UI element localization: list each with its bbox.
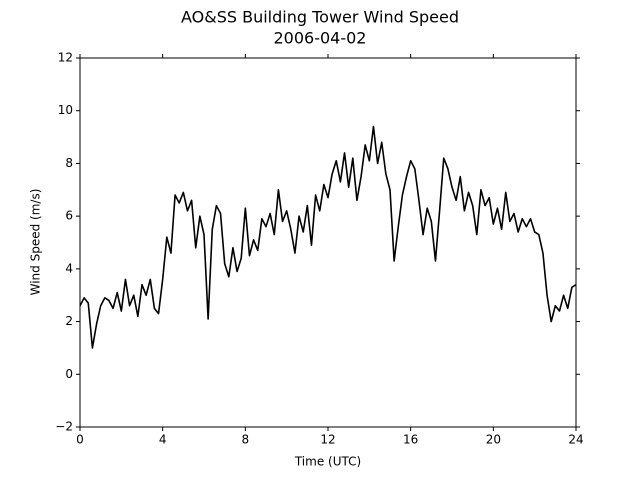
x-tick-label: 8 [242, 433, 250, 447]
y-tick-label: −2 [55, 420, 73, 434]
x-tick-label: 0 [76, 433, 84, 447]
data-line [79, 125, 577, 349]
y-tick-label: 8 [65, 156, 73, 170]
x-tick-label: 4 [159, 433, 167, 447]
chart-title: AO&SS Building Tower Wind Speed [181, 8, 459, 27]
x-tick-label: 12 [320, 433, 335, 447]
x-axis-label: Time (UTC) [294, 455, 361, 469]
y-tick-label: 0 [65, 367, 73, 381]
y-tick-label: 10 [58, 103, 73, 117]
x-tick-label: 16 [403, 433, 418, 447]
y-tick-label: 2 [65, 314, 73, 328]
x-tick-label: 24 [568, 433, 583, 447]
plot-frame [79, 57, 577, 428]
y-tick-label: 6 [65, 209, 73, 223]
x-tick-label: 20 [486, 433, 501, 447]
y-axis-label: Wind Speed (m/s) [29, 189, 43, 296]
chart-subtitle: 2006-04-02 [274, 29, 367, 48]
y-tick-label: 4 [65, 261, 73, 275]
y-tick-label: 12 [58, 51, 73, 65]
